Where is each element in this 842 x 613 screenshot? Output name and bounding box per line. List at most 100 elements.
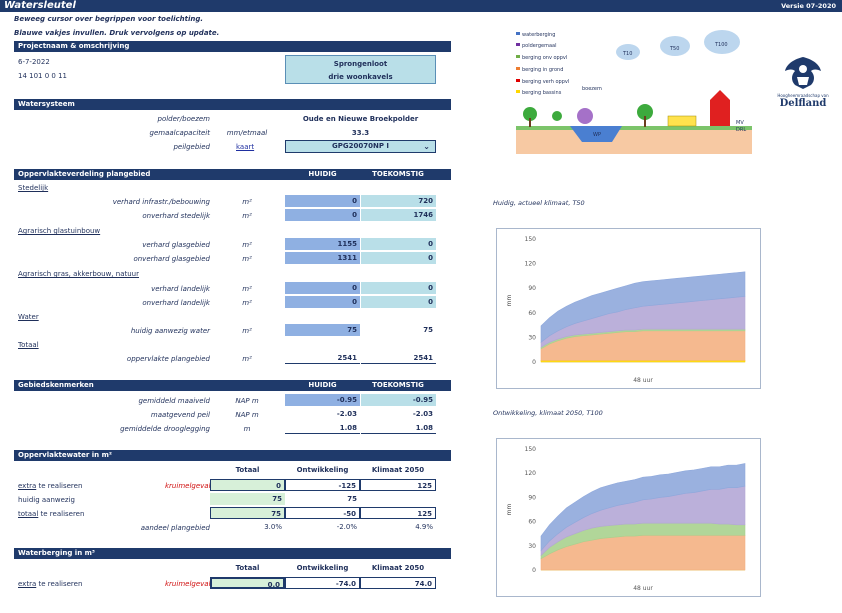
row-totaal-word: totaal (18, 510, 39, 518)
tree-trunk (644, 116, 646, 127)
oppwater-totaal-klimaat: 125 (360, 507, 436, 519)
y-tick-label: 30 (528, 543, 536, 550)
input-onverhard-glas-toekomstig[interactable]: 0 (361, 252, 436, 264)
label-maaiveld: gemiddeld maaiveld (138, 397, 210, 405)
unit-onverhard-landelijk: m² (242, 299, 252, 307)
input-water-huidig[interactable]: 75 (285, 324, 360, 336)
value-peil-huidig: -2.03 (336, 410, 357, 418)
project-date[interactable]: 6-7-2022 (18, 58, 50, 66)
label-verhard-infra: verhard infrastr./bebouwing (112, 198, 210, 206)
kaart-link[interactable]: kaart (236, 143, 255, 151)
greenhouse-icon (667, 115, 697, 127)
logo-name: Delfland (779, 98, 827, 109)
pump-icon (577, 108, 593, 124)
label-polder: polder/boezem (157, 115, 211, 123)
cat-stedelijk: Stedelijk (18, 184, 49, 192)
ground-layer (516, 128, 752, 154)
legend-berging-bassins: berging bassins (522, 90, 562, 96)
hint-cursor: Beweeg cursor over begrippen voor toelic… (14, 15, 204, 23)
label-mv: MV (736, 120, 744, 126)
cloud-t50: T50 (669, 46, 679, 52)
crest-icon (785, 57, 821, 89)
oppwater-aandeel-ontwikkeling: -2.0% (336, 523, 357, 531)
oppwater-huidig-totaal: 75 (210, 493, 285, 505)
oppwater-totaal-totaal: 75 (210, 507, 285, 519)
section-watersysteem-title: Watersysteem (18, 100, 75, 108)
cat-agrarisch-gras: Agrarisch gras, akkerbouw, natuur (18, 270, 139, 278)
input-verhard-glas-toekomstig[interactable]: 0 (361, 238, 436, 250)
label-wp: WP (593, 132, 601, 138)
row-aandeel-plangebied: aandeel plangebied (140, 524, 210, 532)
label-peilgebied: peilgebied (173, 143, 210, 151)
cat-totaal: Totaal (18, 341, 39, 349)
cloud-icon (660, 36, 690, 56)
unit-verhard-glas: m² (242, 241, 252, 249)
unit-gemaalcapaciteit: mm/etmaal (226, 129, 268, 137)
project-name-line1: Sprongenloot (333, 60, 388, 68)
label-drooglegging: gemiddelde drooglegging (120, 425, 210, 433)
project-code[interactable]: 14 101 0 0 11 (18, 72, 67, 80)
label-verhard-glas: verhard glasgebied (142, 241, 210, 249)
section-project-title: Projectnaam & omschrijving (18, 42, 130, 50)
input-onverhard-glas-huidig[interactable]: 1311 (285, 252, 360, 264)
kruimelgeval-flag: kruimelgeval (165, 482, 211, 490)
series-waterberging (540, 271, 746, 343)
waterberging-extra-totaal: 0.0 (210, 577, 285, 589)
y-tick-label: 90 (528, 494, 536, 501)
row-totaal-realiseren: totaal te realiseren (18, 510, 84, 518)
oppwater-extra-totaal: 0 (210, 479, 285, 491)
input-maaiveld-toekomstig[interactable]: -0.95 (361, 394, 436, 406)
label-huidig-water: huidig aanwezig water (130, 327, 210, 335)
input-onverhard-stedelijk-huidig[interactable]: 0 (285, 209, 360, 221)
label-verhard-landelijk: verhard landelijk (151, 285, 210, 293)
row-extra-rest: te realiseren (36, 482, 83, 490)
cloud-t10: T10 (622, 51, 632, 57)
legend-berging-grond: berging in grond (522, 67, 563, 73)
col-oppwater-totaal: Totaal (235, 466, 260, 474)
input-verhard-infra-huidig[interactable]: 0 (285, 195, 360, 207)
version-label: Versie 07-2020 (781, 2, 836, 10)
input-verhard-landelijk-toekomstig[interactable]: 0 (361, 282, 436, 294)
input-onverhard-landelijk-huidig[interactable]: 0 (285, 296, 360, 308)
oppwater-extra-ontwikkeling: -125 (285, 479, 360, 491)
y-tick-label: 30 (528, 334, 536, 341)
label-onverhard-glas: onverhard glasgebied (133, 255, 210, 263)
legend-swatch-onv (516, 55, 520, 58)
section-gebied-title: Gebiedskenmerken (18, 381, 94, 389)
input-verhard-infra-toekomstig[interactable]: 720 (361, 195, 436, 207)
section-gebiedskenmerken: Gebiedskenmerken (14, 380, 451, 391)
y-tick-label: 120 (525, 261, 537, 268)
grass-layer (516, 126, 752, 130)
input-onverhard-landelijk-toekomstig[interactable]: 0 (361, 296, 436, 308)
unit-onverhard-stedelijk: m² (242, 212, 252, 220)
project-name-box[interactable]: Sprongenloot drie woonkavels (285, 55, 436, 84)
input-verhard-glas-huidig[interactable]: 1155 (285, 238, 360, 250)
chart1-svg: 0 30 60 90 120 150 mm 48 uur (506, 236, 746, 384)
y-axis-label: mm (506, 504, 513, 516)
value-peil-toekomstig: -2.03 (412, 410, 433, 418)
legend-waterberging: waterberging (522, 32, 555, 38)
peilgebied-dropdown[interactable]: GPG20070NP I ⌄ (285, 140, 436, 153)
tree-icon (552, 111, 562, 121)
watersystem-diagram: waterberging poldergemaal berging onv op… (516, 30, 752, 154)
value-plangebied-huidig: 2541 (285, 352, 360, 364)
section-oppwater-title: Oppervlaktewater in m² (18, 451, 112, 459)
x-axis-label: 48 uur (633, 377, 653, 384)
chart2-svg: 0 30 60 90 120 150 mm 48 uur (506, 446, 746, 592)
value-polder: Oude en Nieuwe Broekpolder (302, 115, 419, 123)
value-drooglegging-toekomstig: 1.08 (361, 422, 436, 434)
cat-water: Water (18, 313, 39, 321)
section-waterberging: Waterberging in m³ (14, 548, 451, 559)
input-onverhard-stedelijk-toekomstig[interactable]: 1746 (361, 209, 436, 221)
unit-drooglegging: m (243, 425, 251, 433)
oppwater-aandeel-totaal: 3.0% (264, 523, 282, 531)
tree-icon (637, 104, 653, 120)
value-drooglegging-huidig: 1.08 (285, 422, 360, 434)
input-verhard-landelijk-huidig[interactable]: 0 (285, 282, 360, 294)
label-boezem: boezem (582, 86, 602, 92)
input-maaiveld-huidig[interactable]: -0.95 (285, 394, 360, 406)
cloud-t100: T100 (714, 42, 728, 48)
tree-icon (523, 107, 537, 121)
col-oppwater-klimaat: Klimaat 2050 (371, 466, 425, 474)
unit-maatgevend-peil: NAP m (235, 411, 259, 419)
